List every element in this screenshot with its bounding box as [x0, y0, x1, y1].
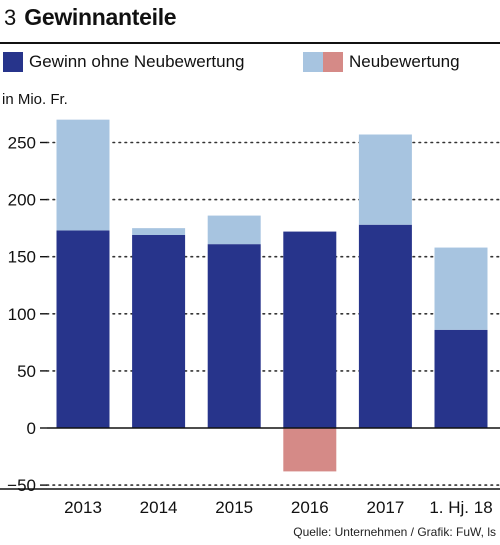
bar-neubewertung-2013 [56, 119, 110, 231]
x-tick-label: 2017 [366, 498, 404, 517]
figure-number: 3 [4, 5, 17, 30]
y-tick-label: 250 [8, 134, 36, 153]
bar-gewinn-1hj18 [434, 329, 488, 428]
x-tick-label: 2015 [215, 498, 253, 517]
y-axis-unit-label: in Mio. Fr. [2, 91, 68, 108]
y-tick-label: 50 [17, 362, 36, 381]
bar-neubewertung-2014 [132, 228, 186, 236]
x-tick-label: 2013 [64, 498, 102, 517]
y-tick-label: 0 [27, 419, 36, 438]
legend: Gewinn ohne Neubewertung Neubewertung [0, 52, 500, 82]
legend-swatch-gewinn [3, 52, 23, 72]
bar-gewinn-2016 [283, 231, 337, 428]
x-tick-label: 2016 [291, 498, 329, 517]
title-rule [0, 42, 500, 44]
legend-swatch-neubewertung-negative [323, 52, 343, 72]
bar-neubewertung-1hj18 [434, 247, 488, 330]
x-tick-label: 2014 [140, 498, 178, 517]
chart-title: Gewinnanteile [24, 4, 177, 30]
legend-swatch-neubewertung-positive [303, 52, 323, 72]
bar-gewinn-2013 [56, 230, 110, 428]
chart-title-row: 3 Gewinnanteile [4, 4, 177, 38]
y-tick-label: 200 [8, 191, 36, 210]
bar-gewinn-2017 [358, 224, 412, 428]
bar-gewinn-2015 [207, 244, 261, 428]
bar-neubewertung-2016 [283, 428, 337, 472]
legend-label-gewinn: Gewinn ohne Neubewertung [29, 52, 245, 71]
legend-item-gewinn: Gewinn ohne Neubewertung [3, 52, 244, 72]
legend-label-neubewertung: Neubewertung [349, 52, 460, 71]
bar-gewinn-2014 [132, 235, 186, 428]
bar-neubewertung-2017 [358, 134, 412, 225]
y-tick-label: 150 [8, 248, 36, 267]
y-tick-label: 100 [8, 305, 36, 324]
y-tick-label: −50 [7, 476, 36, 495]
x-tick-label: 1. Hj. 18 [429, 498, 492, 517]
legend-item-neubewertung: Neubewertung [303, 52, 460, 72]
bar-neubewertung-2015 [207, 215, 261, 245]
source-credit: Quelle: Unternehmen / Grafik: FuW, ls [293, 525, 496, 539]
